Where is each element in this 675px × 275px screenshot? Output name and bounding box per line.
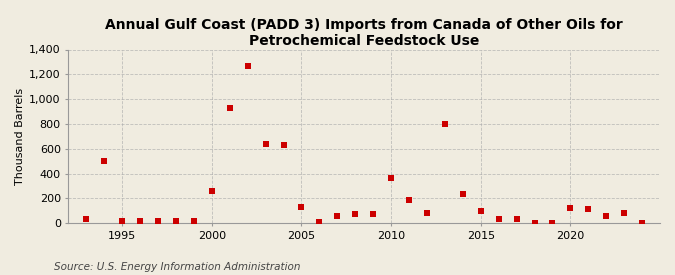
- Point: [404, 197, 414, 202]
- Point: [511, 217, 522, 221]
- Point: [619, 211, 630, 215]
- Point: [242, 64, 253, 68]
- Point: [332, 213, 343, 218]
- Point: [565, 206, 576, 210]
- Point: [188, 218, 199, 223]
- Point: [529, 221, 540, 225]
- Point: [583, 207, 594, 212]
- Point: [637, 221, 647, 225]
- Point: [601, 214, 612, 219]
- Point: [117, 218, 128, 223]
- Point: [368, 211, 379, 216]
- Title: Annual Gulf Coast (PADD 3) Imports from Canada of Other Oils for Petrochemical F: Annual Gulf Coast (PADD 3) Imports from …: [105, 18, 623, 48]
- Point: [350, 212, 360, 217]
- Point: [314, 220, 325, 224]
- Point: [547, 221, 558, 225]
- Point: [153, 218, 163, 223]
- Point: [475, 208, 486, 213]
- Point: [135, 218, 146, 223]
- Point: [458, 192, 468, 196]
- Point: [278, 143, 289, 147]
- Point: [171, 218, 182, 223]
- Point: [261, 142, 271, 146]
- Point: [81, 217, 92, 222]
- Point: [99, 159, 109, 163]
- Point: [296, 205, 307, 209]
- Point: [385, 176, 396, 181]
- Point: [493, 217, 504, 221]
- Point: [224, 106, 235, 110]
- Y-axis label: Thousand Barrels: Thousand Barrels: [15, 88, 25, 185]
- Point: [422, 211, 433, 215]
- Text: Source: U.S. Energy Information Administration: Source: U.S. Energy Information Administ…: [54, 262, 300, 272]
- Point: [207, 189, 217, 193]
- Point: [439, 122, 450, 126]
